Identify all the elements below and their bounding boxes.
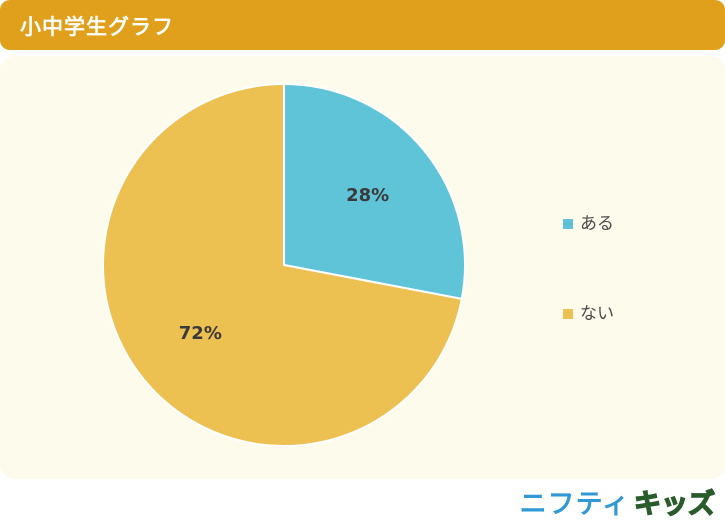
legend-swatch-2 [563,309,573,319]
legend-label-2: ない [580,304,614,324]
chart-title: 小中学生グラフ [20,15,174,39]
nifty-kids-logo[interactable]: ニフティ キ ッ ズ [519,481,716,521]
logo-char-1: キ [633,488,662,521]
logo-text-nifty: ニフティ [519,488,630,520]
logo-char-3: ズ [687,488,716,521]
slice-value-label-1: 28% [346,185,389,206]
slice-value-label-2: 72% [179,323,222,344]
logo-text-kids: キ ッ ズ [633,482,716,521]
legend-label-1: ある [580,214,614,234]
pie-slice-2 [102,82,463,447]
pie-slice-1 [283,82,466,301]
chart-header: 小中学生グラフ [0,0,725,50]
logo-char-2: ッ [660,488,689,521]
legend-swatch-1 [563,219,573,229]
